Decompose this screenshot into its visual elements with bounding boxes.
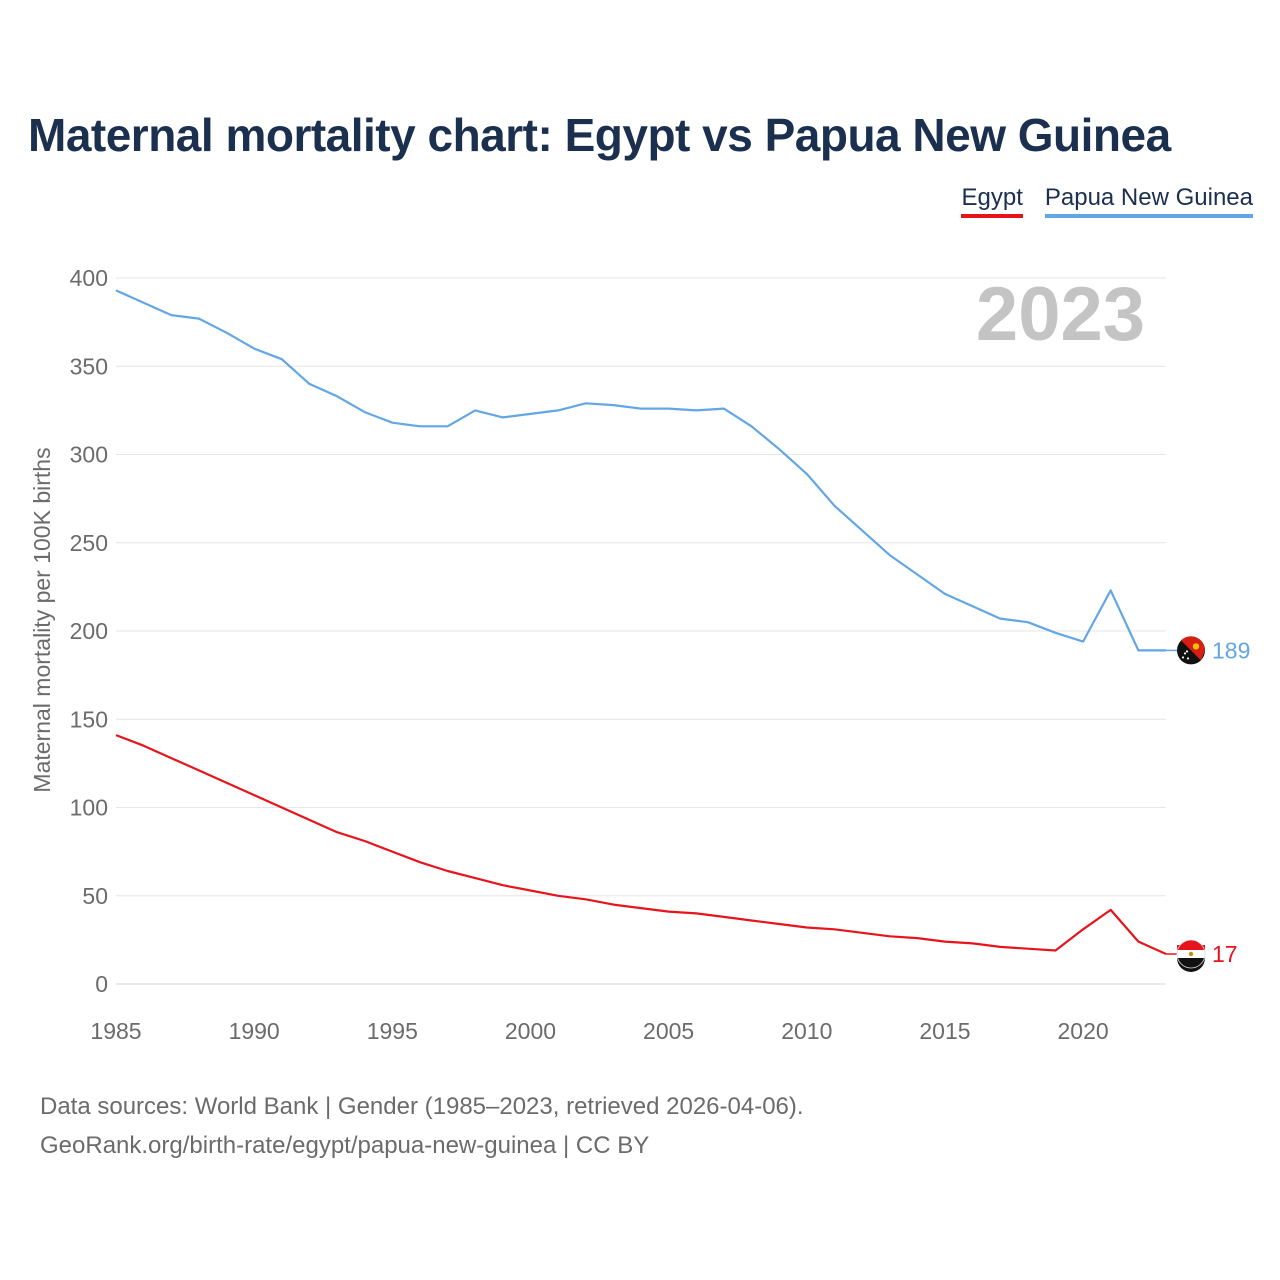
footer: Data sources: World Bank | Gender (1985–… xyxy=(40,1087,804,1165)
x-tick-label: 2005 xyxy=(643,1018,694,1044)
footer-attribution[interactable]: GeoRank.org/birth-rate/egypt/papua-new-g… xyxy=(40,1132,650,1159)
x-tick-label: 1990 xyxy=(229,1018,280,1044)
end-value-label-egypt: 17 xyxy=(1212,941,1238,967)
x-tick-label: 2000 xyxy=(505,1018,556,1044)
flag-bird xyxy=(1192,643,1200,650)
flag-band xyxy=(1177,957,1205,972)
x-tick-label: 1995 xyxy=(367,1018,418,1044)
series-line-papua-new-guinea xyxy=(115,289,1166,652)
end-value-label-papua-new-guinea: 189 xyxy=(1212,637,1250,663)
footer-sources: Data sources: World Bank | Gender (1985–… xyxy=(40,1093,804,1120)
year-watermark: 2023 xyxy=(976,272,1145,357)
y-tick-label: 150 xyxy=(70,706,108,732)
flag-emblem xyxy=(1188,951,1194,957)
flag-papua-new-guinea-icon xyxy=(1177,636,1205,665)
y-tick-label: 250 xyxy=(70,530,108,556)
flag-field xyxy=(1181,636,1195,641)
x-tick-label: 1985 xyxy=(90,1018,141,1044)
y-tick-label: 200 xyxy=(70,618,108,644)
y-axis-label: Maternal mortality per 100K births xyxy=(29,447,55,792)
flag-star xyxy=(1186,657,1190,660)
x-tick-label: 2010 xyxy=(781,1018,832,1044)
y-tick-label: 400 xyxy=(70,265,108,291)
flag-outline xyxy=(1176,939,1206,969)
y-tick-label: 350 xyxy=(70,353,108,379)
x-tick-label: 2020 xyxy=(1058,1018,1109,1044)
flag-star xyxy=(1183,652,1187,655)
legend: Egypt Papua New Guinea xyxy=(961,184,1253,218)
legend-item-papua-new-guinea[interactable]: Papua New Guinea xyxy=(1044,184,1253,218)
chart-title: Maternal mortality chart: Egypt vs Papua… xyxy=(28,109,1171,161)
flag-band xyxy=(1177,944,1205,950)
y-tick-label: 100 xyxy=(70,795,108,821)
series-line-egypt xyxy=(115,734,1167,956)
flag-field xyxy=(1181,636,1205,661)
x-tick-label: 2015 xyxy=(919,1018,970,1044)
flag-star xyxy=(1185,650,1189,653)
flag-egypt-icon xyxy=(1176,939,1206,972)
legend-item-egypt[interactable]: Egypt xyxy=(961,184,1023,218)
y-tick-label: 0 xyxy=(95,971,108,997)
flag-star xyxy=(1181,656,1185,659)
y-tick-label: 300 xyxy=(70,442,108,468)
y-tick-label: 50 xyxy=(82,883,108,909)
